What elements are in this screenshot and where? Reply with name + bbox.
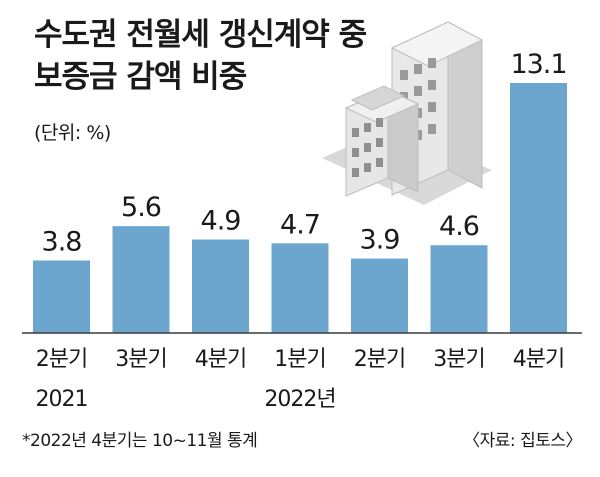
value-label-0: 3.8 (42, 226, 82, 257)
value-label-6: 13.1 (510, 49, 566, 80)
labels-group: 3.8 2분기 5.6 3분기 4.9 4분기 4.7 1분기 3.9 2분기 4.6 3분기 13.1… (36, 49, 568, 412)
value-label-2: 4.9 (201, 205, 241, 236)
bar-5 (430, 245, 488, 333)
value-label-4: 3.9 (360, 225, 400, 256)
value-label-5: 4.6 (439, 211, 479, 242)
chart-title: 수도권 전월세 갱신계약 중 보증금 감액 비중 (34, 14, 367, 98)
category-label-3: 1분기 (274, 347, 325, 372)
category-label-0: 2분기 (36, 347, 87, 372)
footnote: *2022년 4분기는 10~11월 통계 (22, 431, 258, 451)
bars-group (33, 83, 567, 333)
category-label-5: 3분기 (433, 347, 484, 372)
title-line-1: 수도권 전월세 갱신계약 중 (34, 17, 367, 53)
category-label-4: 2분기 (354, 347, 405, 372)
bar-3 (271, 243, 329, 333)
year-label-0: 2021 (36, 387, 88, 412)
year-label-1: 2022년 (264, 387, 335, 412)
source-credit: 〈자료: 집토스〉 (463, 431, 582, 451)
bar-0 (33, 260, 90, 333)
category-label-6: 4분기 (513, 347, 564, 372)
value-label-3: 4.7 (280, 209, 320, 240)
category-label-1: 3분기 (115, 347, 166, 372)
category-label-2: 4분기 (195, 347, 246, 372)
bar-6 (510, 83, 567, 333)
value-label-1: 5.6 (121, 192, 161, 223)
bar-1 (112, 226, 170, 333)
title-line-2: 보증금 감액 비중 (34, 59, 247, 95)
unit-label: (단위: %) (34, 122, 111, 144)
bar-2 (192, 239, 249, 333)
bar-4 (351, 258, 408, 333)
building-icon (322, 21, 492, 205)
